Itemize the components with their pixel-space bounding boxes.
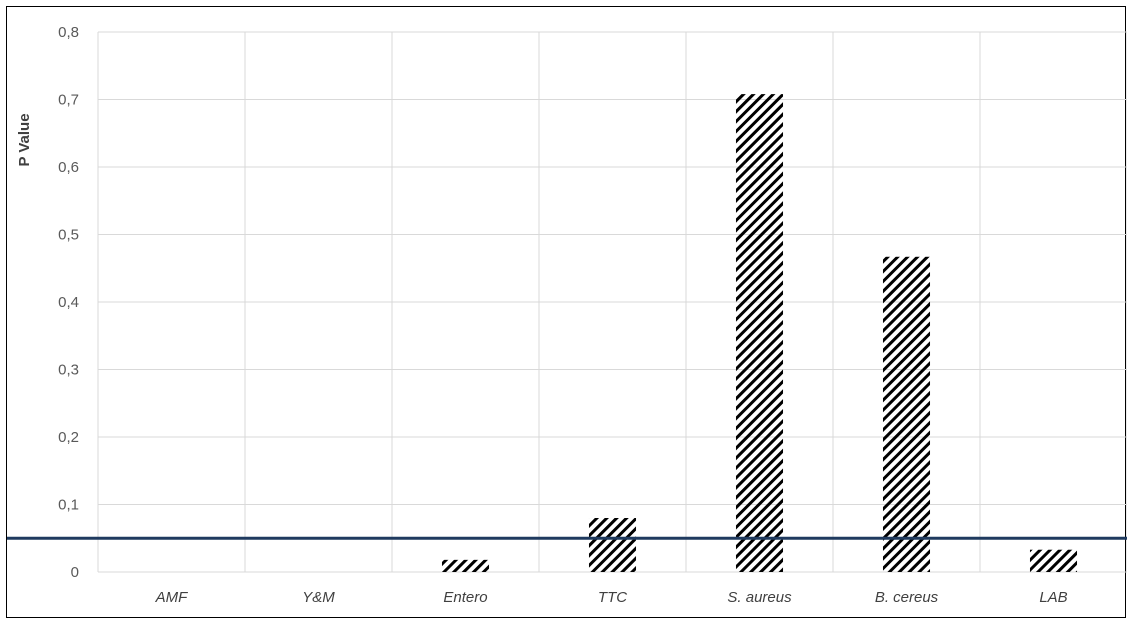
y-axis-title: P Value [16, 113, 33, 166]
y-tick-label: 0,3 [58, 362, 79, 379]
x-category-label: TTC [598, 589, 627, 606]
x-category-label: Y&M [302, 589, 335, 606]
bar [588, 518, 637, 572]
y-tick-label: 0,8 [58, 24, 79, 41]
x-category-label: S. aureus [727, 589, 792, 606]
y-tick-label: 0,4 [58, 294, 79, 311]
bar [441, 559, 490, 572]
chart-frame: 0 0,1 0,2 0,3 0,4 0,5 0,6 0,7 0,8 AMF Y&M Entero TT… [6, 6, 1127, 618]
x-category-label: B. cereus [875, 589, 939, 606]
y-tick-label: 0,1 [58, 497, 79, 514]
bars [441, 94, 1078, 572]
bar [1029, 549, 1078, 572]
gridlines [97, 31, 1127, 573]
y-tick-label: 0,5 [58, 227, 79, 244]
y-tick-label: 0,2 [58, 429, 79, 446]
bar-chart: 0 0,1 0,2 0,3 0,4 0,5 0,6 0,7 0,8 AMF Y&M Entero TT… [7, 24, 1127, 606]
y-tick-labels: 0 0,1 0,2 0,3 0,4 0,5 0,6 0,7 0,8 [58, 24, 79, 581]
x-category-labels: AMF Y&M Entero TTC S. aureus B. cereus LAB [155, 589, 1068, 606]
x-category-label: Entero [443, 589, 487, 606]
y-tick-label: 0,7 [58, 92, 79, 109]
x-category-label: AMF [155, 589, 189, 606]
x-category-label: LAB [1039, 589, 1067, 606]
y-tick-label: 0 [71, 564, 79, 581]
bar [735, 94, 784, 572]
y-tick-label: 0,6 [58, 159, 79, 176]
bar [882, 256, 931, 572]
